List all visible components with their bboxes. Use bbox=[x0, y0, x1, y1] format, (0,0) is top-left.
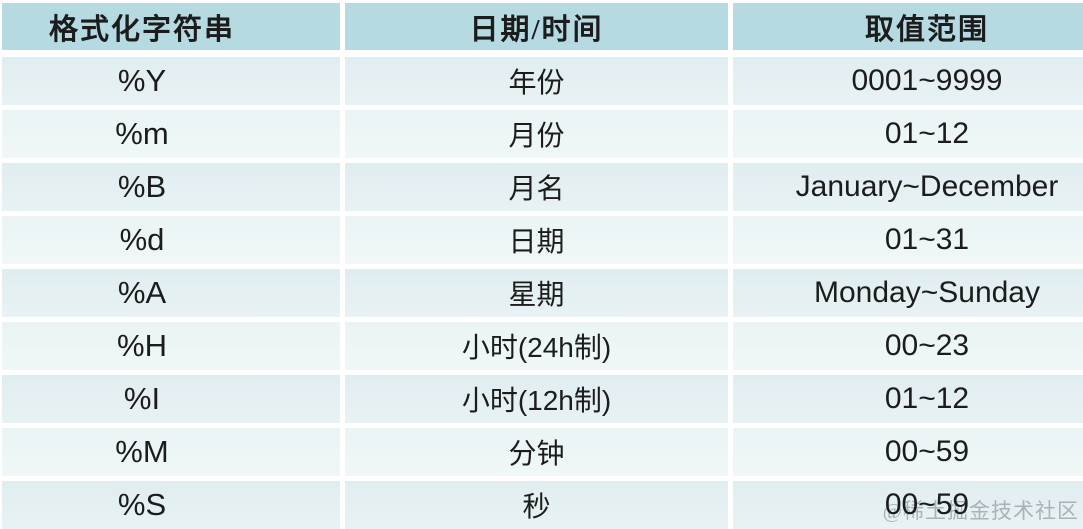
cell-format-code: %I bbox=[2, 375, 340, 423]
cell-datetime-label: 月份 bbox=[345, 110, 728, 158]
header-cell-format-string: 格式化字符串 bbox=[2, 3, 340, 50]
cell-format-code: %M bbox=[2, 428, 340, 476]
table-body: %Y 年份 0001~9999 %m 月份 01~12 %B 月名 Januar… bbox=[2, 57, 1083, 529]
datetime-label-text: 月名 bbox=[508, 173, 565, 204]
format-code-text: %A bbox=[117, 275, 167, 310]
table-row: %I 小时(12h制) 01~12 bbox=[2, 375, 1083, 423]
format-code-text: %m bbox=[115, 116, 169, 151]
value-range-text: 00~23 bbox=[884, 329, 970, 362]
header-label: 取值范围 bbox=[864, 13, 989, 46]
format-code-text: %Y bbox=[117, 63, 167, 98]
cell-format-code: %S bbox=[2, 481, 340, 529]
format-code-text: %S bbox=[117, 487, 167, 522]
table-row: %S 秒 00~59 bbox=[2, 481, 1083, 529]
cell-datetime-label: 月名 bbox=[345, 163, 728, 211]
value-range-text: 01~12 bbox=[884, 117, 970, 150]
format-code-text: %M bbox=[115, 434, 169, 469]
cell-format-code: %d bbox=[2, 216, 340, 264]
header-label: 日期/时间 bbox=[469, 13, 604, 46]
header-label: 格式化字符串 bbox=[48, 13, 235, 46]
cell-value-range: 00~59 bbox=[733, 481, 1083, 529]
value-range-text: Monday~Sunday bbox=[814, 276, 1040, 309]
cell-format-code: %Y bbox=[2, 57, 340, 105]
datetime-label-text: 星期 bbox=[508, 279, 565, 310]
datetime-label-text: 月份 bbox=[508, 120, 565, 151]
header-cell-value-range: 取值范围 bbox=[733, 3, 1083, 50]
cell-value-range: Monday~Sunday bbox=[733, 269, 1083, 317]
datetime-label-text: 日期 bbox=[508, 226, 565, 257]
value-range-text: January~December bbox=[795, 170, 1059, 203]
cell-value-range: 01~31 bbox=[733, 216, 1083, 264]
table-row: %Y 年份 0001~9999 bbox=[2, 57, 1083, 105]
cell-format-code: %B bbox=[2, 163, 340, 211]
cell-value-range: 01~12 bbox=[733, 375, 1083, 423]
table-header-row: 格式化字符串 日期/时间 取值范围 bbox=[2, 3, 1083, 50]
table-row: %B 月名 January~December bbox=[2, 163, 1083, 211]
value-range-text: 00~59 bbox=[884, 435, 970, 468]
cell-value-range: 00~59 bbox=[733, 428, 1083, 476]
format-code-text: %H bbox=[117, 328, 167, 363]
format-code-text: %I bbox=[123, 381, 161, 416]
format-code-text: %d bbox=[119, 222, 165, 257]
table-row: %m 月份 01~12 bbox=[2, 110, 1083, 158]
cell-value-range: 00~23 bbox=[733, 322, 1083, 370]
header-cell-datetime: 日期/时间 bbox=[345, 3, 728, 50]
cell-value-range: 0001~9999 bbox=[733, 57, 1083, 105]
cell-value-range: 01~12 bbox=[733, 110, 1083, 158]
cell-datetime-label: 日期 bbox=[345, 216, 728, 264]
table-row: %H 小时(24h制) 00~23 bbox=[2, 322, 1083, 370]
datetime-label-text: 小时(24h制) bbox=[461, 332, 612, 363]
datetime-label-text: 小时(12h制) bbox=[461, 385, 612, 416]
table-row: %M 分钟 00~59 bbox=[2, 428, 1083, 476]
table-row: %d 日期 01~31 bbox=[2, 216, 1083, 264]
cell-datetime-label: 小时(12h制) bbox=[345, 375, 728, 423]
format-code-text: %B bbox=[117, 169, 167, 204]
value-range-text: 00~59 bbox=[884, 488, 970, 521]
datetime-label-text: 秒 bbox=[522, 491, 551, 522]
table-row: %A 星期 Monday~Sunday bbox=[2, 269, 1083, 317]
cell-format-code: %m bbox=[2, 110, 340, 158]
cell-format-code: %H bbox=[2, 322, 340, 370]
cell-datetime-label: 小时(24h制) bbox=[345, 322, 728, 370]
datetime-label-text: 分钟 bbox=[508, 438, 565, 469]
value-range-text: 01~12 bbox=[884, 382, 970, 415]
cell-datetime-label: 分钟 bbox=[345, 428, 728, 476]
cell-datetime-label: 秒 bbox=[345, 481, 728, 529]
cell-datetime-label: 年份 bbox=[345, 57, 728, 105]
value-range-text: 01~31 bbox=[884, 223, 970, 256]
value-range-text: 0001~9999 bbox=[851, 64, 1003, 97]
datetime-label-text: 年份 bbox=[508, 67, 565, 98]
cell-format-code: %A bbox=[2, 269, 340, 317]
cell-value-range: January~December bbox=[733, 163, 1083, 211]
cell-datetime-label: 星期 bbox=[345, 269, 728, 317]
